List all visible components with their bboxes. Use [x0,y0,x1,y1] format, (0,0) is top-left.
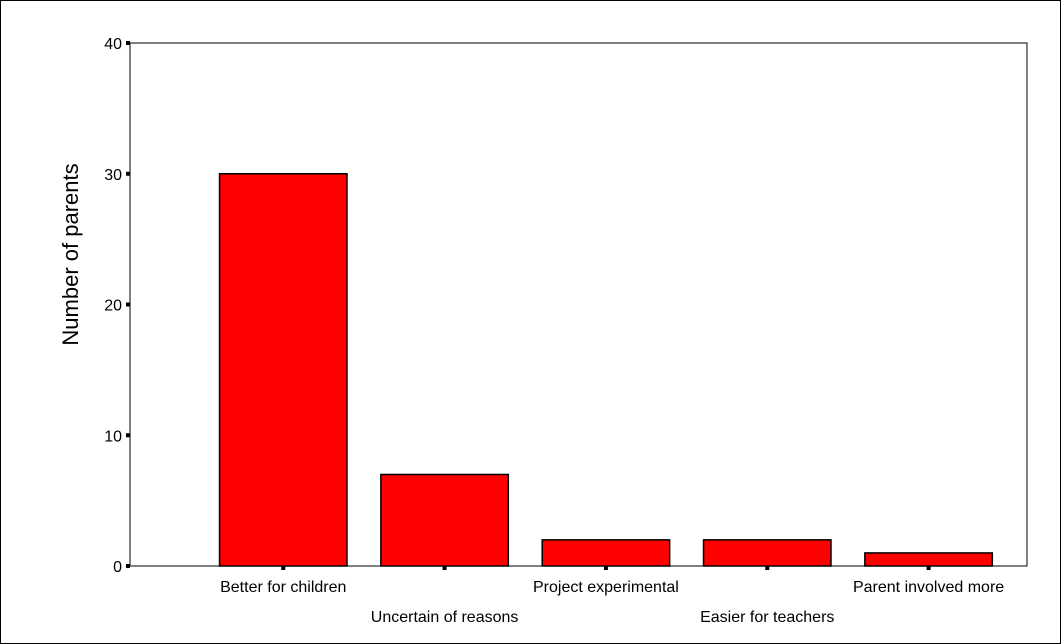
bar [380,473,510,567]
x-tick-mark [765,566,770,570]
y-axis-label: Number of parents [58,163,83,345]
bar [218,173,348,567]
bar [702,539,832,567]
y-tick-mark [126,564,130,568]
x-category-label: Project experimental [533,579,679,596]
y-tick-mark [126,171,130,176]
bar [541,539,671,567]
y-tick-label: 10 [104,428,122,445]
bar [864,552,994,567]
x-category-label: Better for children [220,579,346,596]
x-category-label: Easier for teachers [700,609,834,626]
y-tick-mark [126,302,130,307]
x-category-label: Parent involved more [853,579,1004,596]
y-tick-label: 0 [113,559,122,576]
x-tick-mark [281,566,286,570]
plot-area [129,42,1028,567]
x-tick-mark [603,566,608,570]
bars [218,173,994,567]
y-tick-label: 40 [104,36,122,53]
x-axis: Better for children Uncertain of reasons P… [220,566,1004,626]
y-tick-mark [126,433,130,438]
x-category-label: Uncertain of reasons [371,609,519,626]
x-tick-mark [442,566,447,570]
y-tick-label: 30 [104,167,122,184]
y-tick-mark [126,41,130,45]
y-axis: 0 10 20 30 40 [104,36,130,576]
y-tick-label: 20 [104,298,122,315]
x-tick-mark [926,566,931,570]
